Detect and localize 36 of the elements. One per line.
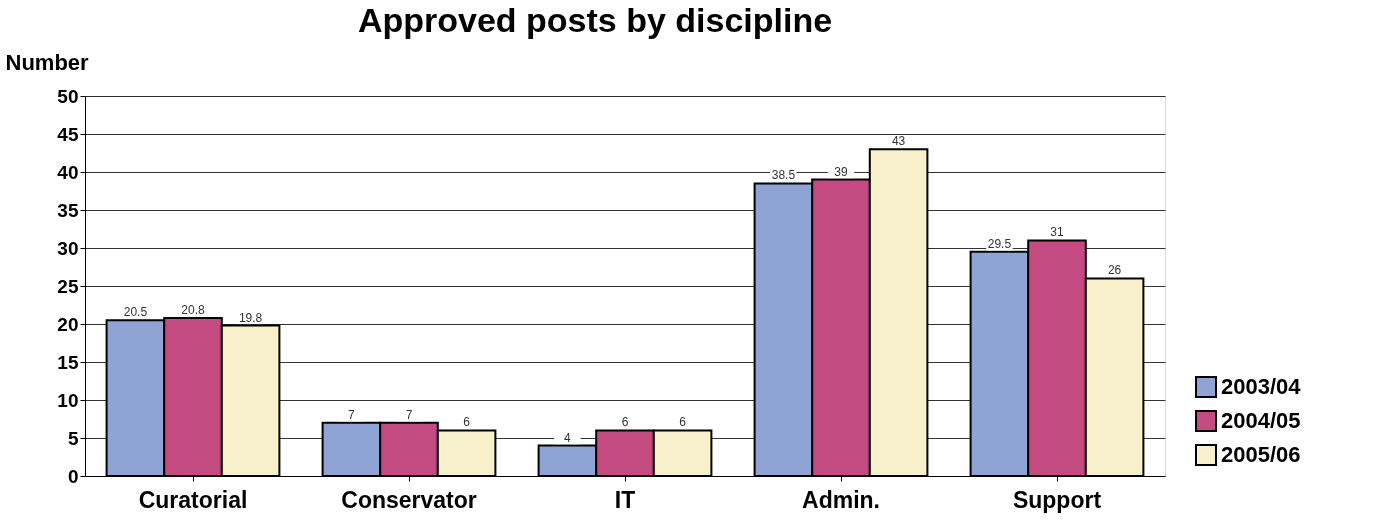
y-axis-title: Number — [5, 49, 90, 75]
x-tick-label: Support — [1012, 486, 1102, 513]
chart-title: Approved posts by discipline — [357, 1, 833, 39]
legend-label: 2005/06 — [1221, 442, 1301, 467]
x-tick-label: Curatorial — [138, 486, 248, 513]
y-tick-label: 35 — [57, 199, 79, 221]
data-label: 6 — [463, 415, 471, 430]
data-label: 7 — [405, 407, 413, 422]
x-tick-label: Admin. — [802, 486, 880, 513]
y-tick-label: 50 — [57, 85, 79, 107]
y-tick-label: 30 — [57, 237, 79, 259]
y-tick-label: 20 — [57, 313, 79, 335]
data-label: 6 — [621, 415, 629, 430]
data-label: 26 — [1107, 263, 1122, 278]
y-tick-label: 25 — [57, 275, 79, 297]
data-label: 6 — [679, 415, 687, 430]
data-label: 39 — [834, 164, 848, 179]
y-tick-label: 5 — [67, 427, 79, 449]
data-label: 38.5 — [771, 168, 796, 183]
x-tick-label: IT — [614, 486, 636, 513]
y-tick-label: 45 — [57, 123, 79, 145]
legend-label: 2003/04 — [1221, 374, 1302, 399]
data-label: 31 — [1050, 225, 1064, 240]
data-label: 7 — [348, 407, 356, 422]
data-label: 29.5 — [987, 236, 1012, 251]
legend-label: 2004/05 — [1221, 408, 1301, 433]
y-tick-label: 10 — [57, 389, 79, 411]
data-label: 20.8 — [181, 302, 205, 317]
x-tick-label: Conservator — [341, 486, 477, 513]
y-tick-label: 40 — [57, 161, 79, 183]
data-label: 4 — [564, 430, 572, 445]
data-label: 19.8 — [238, 310, 263, 325]
data-label: 20.5 — [123, 305, 148, 320]
data-label: 43 — [891, 134, 906, 149]
y-tick-label: 15 — [57, 351, 79, 373]
y-tick-label: 0 — [67, 465, 79, 487]
